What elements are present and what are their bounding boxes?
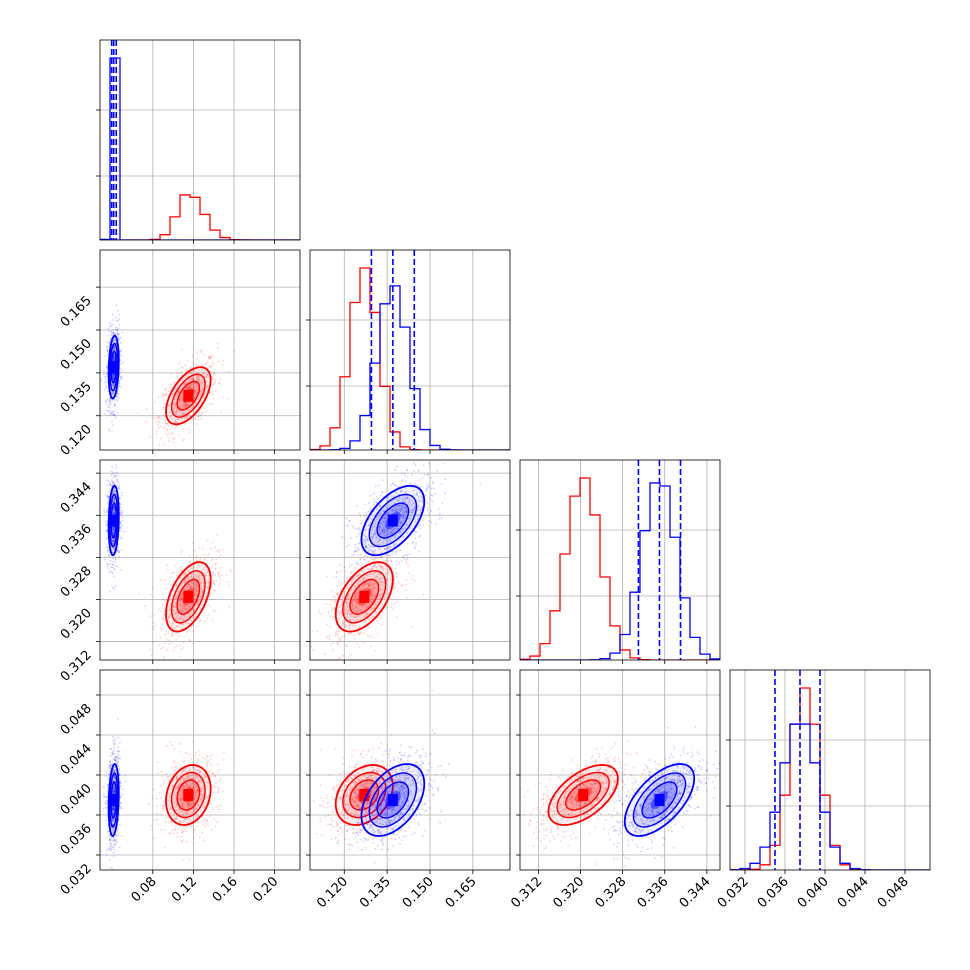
density-contours-series-1 [165,366,212,426]
density-contours-series-1 [165,561,212,633]
y-axis-2: 0.120 0.135 0.150 0.165 [58,286,100,459]
density-contours-series-2 [360,484,426,557]
x-tick-label: 0.320 [550,874,587,911]
panel-frame [519,669,721,871]
y-tick-label: 0.135 [58,379,95,416]
y-tick-label: 0.120 [58,422,95,459]
y-tick-label: 0.032 [58,861,95,898]
x-tick-label: 0.036 [755,874,792,911]
x-tick-label: 0.336 [635,874,672,911]
scatter-panel-4-3 [519,669,721,871]
histogram-panel-4 [726,669,931,871]
density-contours-series-1 [165,764,212,826]
y-tick-label: 0.150 [58,336,95,373]
scatter-panel-3-2 [309,459,511,661]
panel-frame [729,669,931,871]
x-tick-label: 0.12 [169,874,200,905]
panel-frame [309,249,511,451]
density-contours-series-1 [547,764,619,826]
panel-frame [99,669,301,871]
density-contours-series-2 [360,763,426,837]
scatter-points-series-1 [148,740,226,861]
x-tick-label: 0.048 [875,874,912,911]
panel-frame [519,459,721,661]
scatter-panel-2-1 [99,249,301,451]
panel-frame [309,669,511,871]
density-contours-series-2 [107,484,120,557]
histogram-panel-1 [96,39,301,241]
histogram-panel-3 [516,459,721,661]
y-tick-label: 0.165 [58,293,95,330]
y-tick-label: 0.044 [58,741,95,778]
panel-frame [99,249,301,451]
density-contours-series-2 [107,334,120,400]
histogram-series-2 [100,57,300,240]
scatter-panel-4-2 [309,669,511,871]
x-tick-label: 0.16 [210,874,241,905]
panel-frame [99,459,301,661]
x-tick-label: 0.165 [443,874,480,911]
y-tick-label: 0.312 [58,648,95,685]
y-tick-label: 0.036 [58,821,95,858]
x-tick-label: 0.328 [593,874,630,911]
x-tick-label: 0.040 [795,874,832,911]
y-tick-label: 0.040 [58,781,95,818]
histogram-series-1 [310,267,510,450]
x-tick-label: 0.20 [250,874,281,905]
x-tick-label: 0.150 [400,874,437,911]
y-tick-label: 0.048 [58,701,95,738]
x-tick-label: 0.135 [357,874,394,911]
x-tick-label: 0.120 [314,874,351,911]
y-tick-label: 0.336 [58,521,95,558]
density-contours-series-2 [107,763,120,837]
histogram-panel-2 [306,249,511,451]
density-contours-series-1 [334,561,394,633]
y-tick-label: 0.344 [58,479,95,516]
histogram-series-1 [100,194,300,240]
x-tick-label: 0.312 [508,874,545,911]
x-axis-4: 0.032 0.036 0.040 0.044 0.048 [715,870,912,911]
scatter-points-series-2 [330,689,450,864]
density-contours-series-2 [623,763,696,837]
scatter-panel-3-1 [99,459,301,661]
scatter-panel-4-1 [99,669,301,871]
panel-frame [309,459,511,661]
x-tick-label: 0.08 [129,874,160,905]
x-tick-label: 0.344 [677,874,714,911]
x-tick-label: 0.032 [715,874,752,911]
panel-frame [99,39,301,241]
y-tick-label: 0.328 [58,564,95,601]
x-tick-label: 0.044 [835,874,872,911]
y-tick-label: 0.320 [58,606,95,643]
